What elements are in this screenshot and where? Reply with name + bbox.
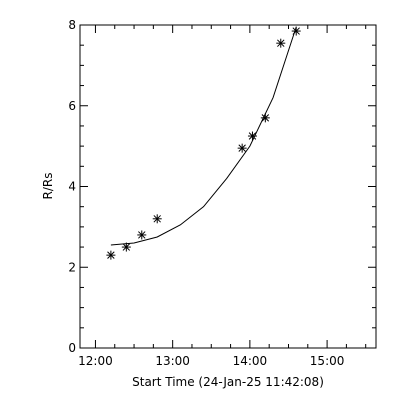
data-point-4 [237,143,247,153]
y-tick-label-2: 4 [68,180,76,194]
x-tick-label-1: 13:00 [155,354,190,368]
y-axis-label: R/Rs [41,173,55,200]
x-axis: 12:00 13:00 14:00 15:00 [78,25,367,368]
y-tick-label-4: 8 [68,18,76,32]
y-axis: 0 2 4 6 8 [68,18,376,355]
y-tick-label-0: 0 [68,341,76,355]
data-point-3 [152,214,162,224]
y-tick-label-1: 2 [68,260,76,274]
data-point-7 [276,38,286,48]
x-tick-label-2: 14:00 [233,354,268,368]
data-point-6 [260,113,270,123]
data-point-2 [137,230,147,240]
x-tick-label-0: 12:00 [78,354,113,368]
x-tick-label-3: 15:00 [310,354,345,368]
data-point-8 [291,26,301,36]
data-points [106,26,301,260]
data-point-5 [247,131,257,141]
fit-curve [110,26,297,246]
data-point-1 [121,242,131,252]
data-point-0 [106,250,116,260]
x-axis-label: Start Time (24-Jan-25 11:42:08) [132,375,324,389]
y-tick-label-3: 6 [68,99,76,113]
plot-frame [79,24,377,349]
